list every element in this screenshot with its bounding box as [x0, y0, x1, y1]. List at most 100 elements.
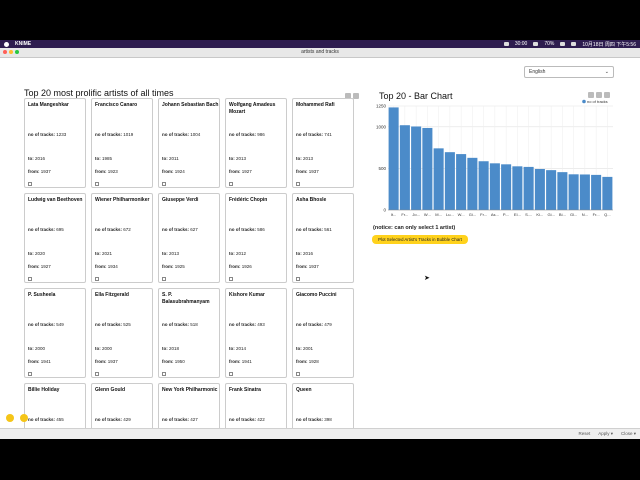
artist-name: Frédéric Chopin: [229, 197, 268, 203]
artist-card: Kishore Kumar no of tracks: 493 to: 2014 fr…: [225, 288, 287, 378]
career-start: from: 1927: [229, 169, 252, 174]
bar[interactable]: [478, 161, 489, 210]
battery-icon[interactable]: [560, 42, 566, 46]
career-end: to: 2012: [229, 251, 247, 256]
bar[interactable]: [489, 163, 500, 210]
track-count: no of tracks: 398: [296, 417, 332, 422]
bar-chart-title: Top 20 - Bar Chart: [379, 91, 453, 101]
x-tick-label: Gi...: [469, 212, 476, 217]
x-tick-label: Fr...: [593, 212, 600, 217]
bar[interactable]: [467, 157, 478, 210]
artist-name: Mohammed Rafi: [296, 102, 335, 108]
bar[interactable]: [433, 148, 444, 210]
track-count: no of tracks: 429: [95, 417, 131, 422]
select-artist-checkbox[interactable]: [296, 182, 300, 186]
select-artist-checkbox[interactable]: [162, 182, 166, 186]
career-start: from: 1937: [28, 169, 51, 174]
track-count: no of tracks: 986: [229, 132, 265, 137]
track-count: no of tracks: 422: [229, 417, 265, 422]
mac-menubar: KNIME 30:00 70% 10月18日 周四 下午5:56: [0, 40, 640, 48]
close-window-button[interactable]: [3, 50, 7, 54]
search-icon[interactable]: [571, 42, 577, 46]
career-start: from: 1950: [162, 359, 185, 364]
y-tick-label: 1250: [376, 104, 387, 109]
career-end: to: 2000: [95, 346, 113, 351]
bar[interactable]: [388, 107, 399, 210]
selection-icon[interactable]: [588, 92, 594, 98]
reset-button[interactable]: Reset: [578, 431, 591, 436]
bar[interactable]: [546, 170, 557, 210]
close-button[interactable]: Close ▾: [620, 431, 636, 436]
career-end: to: 2011: [162, 156, 179, 161]
bar[interactable]: [568, 174, 579, 210]
bar[interactable]: [501, 164, 512, 210]
plot-bubble-chart-button[interactable]: Plot Selected Artist's Tracks in Bubble …: [372, 235, 468, 244]
x-tick-label: Fr...: [480, 212, 487, 217]
zoom-window-button[interactable]: [15, 50, 19, 54]
artist-card: Asha Bhosle no of tracks: 561 to: 2016 from…: [292, 193, 354, 283]
info-icon[interactable]: [20, 414, 28, 422]
x-tick-label: Ki...: [536, 212, 543, 217]
apply-button[interactable]: Apply ▾: [598, 431, 613, 436]
select-artist-checkbox[interactable]: [28, 277, 32, 281]
x-tick-label: S....: [525, 212, 532, 217]
minimize-window-button[interactable]: [9, 50, 13, 54]
selection-notice: (notice: can only select 1 artist): [373, 225, 456, 231]
select-artist-checkbox[interactable]: [229, 182, 233, 186]
select-artist-checkbox[interactable]: [229, 372, 233, 376]
zoom-icon[interactable]: [596, 92, 602, 98]
timer-text: 30:00: [514, 41, 528, 47]
mouse-cursor-icon: ➤: [424, 275, 430, 282]
select-artist-checkbox[interactable]: [296, 277, 300, 281]
bar[interactable]: [456, 154, 467, 210]
bar[interactable]: [534, 168, 545, 210]
track-count: no of tracks: 586: [229, 227, 265, 232]
select-artist-checkbox[interactable]: [162, 372, 166, 376]
artist-name: Billie Holiday: [28, 387, 60, 393]
artist-card: Ella Fitzgerald no of tracks: 525 to: 2000…: [91, 288, 153, 378]
apple-icon[interactable]: [4, 41, 9, 47]
track-count: no of tracks: 427: [162, 417, 198, 422]
x-tick-label: Lu...: [446, 212, 454, 217]
bar[interactable]: [523, 166, 534, 210]
settings-icon[interactable]: [353, 93, 359, 99]
select-artist-checkbox[interactable]: [95, 182, 99, 186]
bar[interactable]: [512, 166, 523, 210]
select-artist-checkbox[interactable]: [28, 372, 32, 376]
career-start: from: 1928: [296, 359, 319, 364]
select-artist-checkbox[interactable]: [296, 372, 300, 376]
bar[interactable]: [579, 174, 590, 210]
artist-name: Queen: [296, 387, 312, 393]
selection-icon[interactable]: [345, 93, 351, 99]
x-tick-label: El...: [514, 212, 521, 217]
bar[interactable]: [602, 176, 613, 210]
bar[interactable]: [591, 174, 602, 210]
settings-icon[interactable]: [604, 92, 610, 98]
status-icon[interactable]: [503, 42, 509, 46]
x-tick-label: Bi...: [559, 212, 566, 217]
artist-card: Wiener Philharmoniker no of tracks: 672 to…: [91, 193, 153, 283]
select-artist-checkbox[interactable]: [229, 277, 233, 281]
career-end: to: 2000: [28, 346, 46, 351]
select-artist-checkbox[interactable]: [162, 277, 166, 281]
x-tick-label: Gi...: [547, 212, 554, 217]
app-name[interactable]: KNIME: [15, 41, 32, 47]
language-select[interactable]: English ⌄: [524, 66, 614, 78]
bar[interactable]: [422, 127, 433, 210]
bar[interactable]: [444, 152, 455, 210]
career-start: from: 1937: [296, 264, 319, 269]
wifi-icon[interactable]: [533, 42, 539, 46]
help-icon[interactable]: [6, 414, 14, 422]
track-count: no of tracks: 455: [28, 417, 64, 422]
bar[interactable]: [411, 126, 422, 210]
track-count: no of tracks: 1233: [28, 132, 67, 137]
battery-text: 70%: [544, 41, 555, 47]
x-tick-label: Gl...: [570, 212, 577, 217]
bar[interactable]: [557, 172, 568, 210]
select-artist-checkbox[interactable]: [95, 277, 99, 281]
bar[interactable]: [399, 125, 410, 210]
select-artist-checkbox[interactable]: [28, 182, 32, 186]
career-start: from: 1924: [162, 169, 185, 174]
select-artist-checkbox[interactable]: [95, 372, 99, 376]
